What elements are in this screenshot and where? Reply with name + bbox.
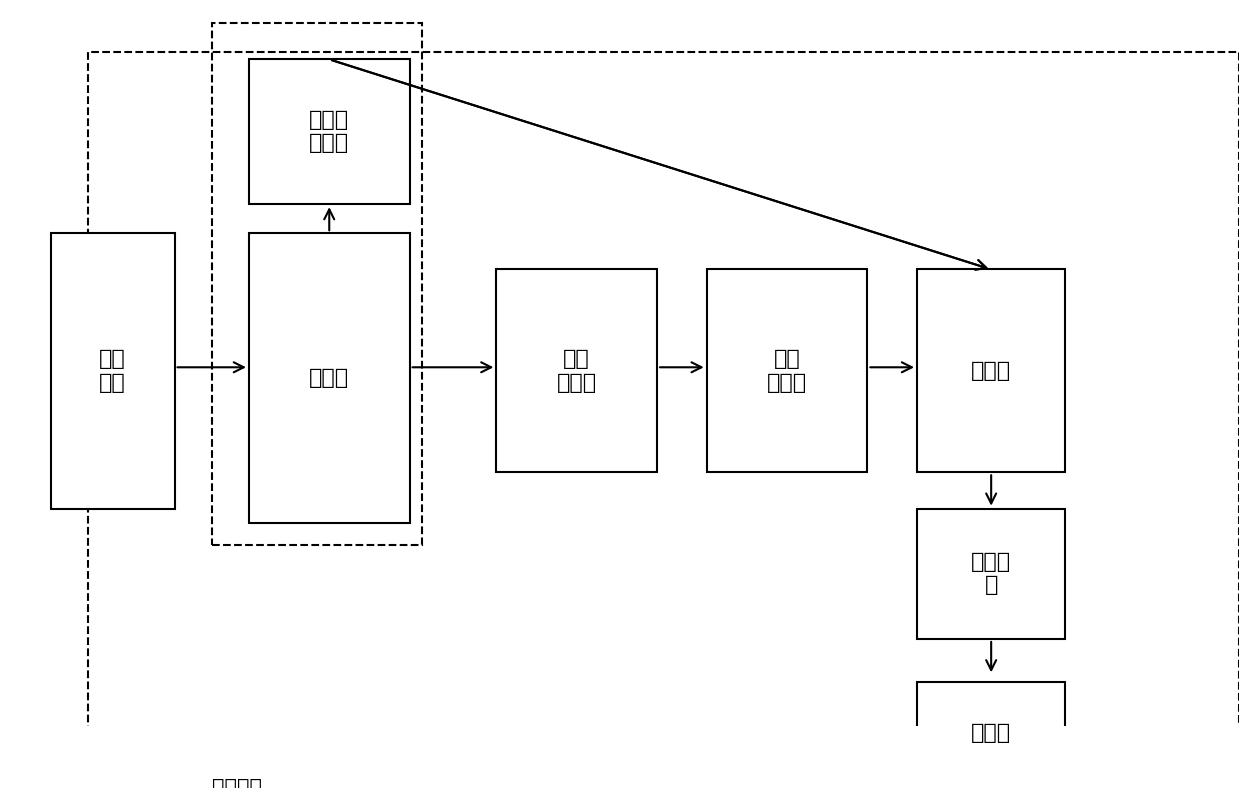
FancyBboxPatch shape bbox=[51, 233, 175, 508]
FancyBboxPatch shape bbox=[916, 269, 1065, 472]
Text: 卷积层: 卷积层 bbox=[309, 368, 350, 388]
FancyBboxPatch shape bbox=[496, 269, 657, 472]
Text: 全连接
层: 全连接 层 bbox=[971, 552, 1012, 596]
Text: 深度残
差网络: 深度残 差网络 bbox=[309, 110, 350, 154]
Text: 卷积
池化层: 卷积 池化层 bbox=[768, 349, 807, 392]
FancyBboxPatch shape bbox=[707, 269, 868, 472]
FancyBboxPatch shape bbox=[916, 508, 1065, 639]
FancyBboxPatch shape bbox=[249, 59, 409, 204]
FancyBboxPatch shape bbox=[249, 233, 409, 523]
Text: 输出层: 输出层 bbox=[971, 723, 1012, 743]
Text: 池化层: 池化层 bbox=[971, 361, 1012, 381]
FancyBboxPatch shape bbox=[916, 682, 1065, 784]
Text: 卷积
池化层: 卷积 池化层 bbox=[557, 349, 596, 392]
Text: 检测网络: 检测网络 bbox=[212, 779, 262, 788]
Text: 原始
图像: 原始 图像 bbox=[99, 349, 126, 392]
